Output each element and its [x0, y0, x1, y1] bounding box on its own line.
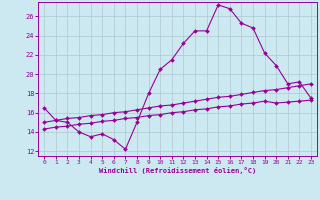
- X-axis label: Windchill (Refroidissement éolien,°C): Windchill (Refroidissement éolien,°C): [99, 167, 256, 174]
